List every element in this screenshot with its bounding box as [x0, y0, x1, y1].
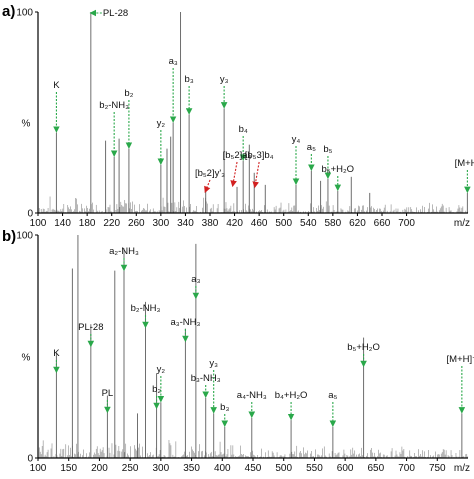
- x-tick-label: 100: [30, 463, 47, 474]
- annotation-label: [b₅3]b₄: [245, 150, 274, 161]
- annotation-label: y₂: [157, 364, 166, 375]
- panel-label: a): [2, 3, 15, 20]
- annotation-label: y₃: [220, 74, 229, 85]
- x-tick-label: 180: [79, 218, 96, 229]
- x-tick-label: 600: [337, 463, 354, 474]
- x-tick-label: 650: [368, 463, 385, 474]
- x-tick-label: 620: [349, 218, 366, 229]
- annotation-label: a₅: [307, 142, 316, 153]
- annotation-label: a₃: [191, 274, 200, 285]
- x-tick-label: 350: [183, 463, 200, 474]
- annotation-arrow: [252, 161, 260, 189]
- x-tick-label: 250: [122, 463, 139, 474]
- x-tick-label: 150: [60, 463, 77, 474]
- annotation-label: b₂-NH₃: [131, 303, 161, 314]
- annotation-label: a₄-NH₃: [237, 390, 267, 401]
- annotation-label: y₂: [157, 118, 166, 129]
- annotation-label: b₂-NH₃: [99, 100, 129, 111]
- annotation-label: b₅: [323, 144, 332, 155]
- annotation-label: b₃-NH₃: [191, 373, 221, 384]
- x-tick-label: 140: [54, 218, 71, 229]
- annotation-label: y₄: [292, 134, 301, 145]
- annotation-label: b₄+H₂O: [275, 390, 308, 401]
- annotation-arrow: [230, 161, 238, 188]
- x-tick-label: 260: [128, 218, 145, 229]
- annotation-label: b₂: [152, 384, 161, 395]
- x-tick-label: 700: [398, 218, 415, 229]
- x-tick-label: 450: [245, 463, 262, 474]
- annotation-label: b₂: [124, 88, 133, 99]
- annotation-label: b₃: [220, 402, 229, 413]
- panel-label: b): [2, 228, 16, 245]
- x-tick-label: 700: [398, 463, 415, 474]
- y-tick-label: 100: [16, 8, 33, 19]
- annotation-label: [b₅2]a₄: [223, 150, 252, 161]
- annotation-label: b₄: [239, 124, 248, 135]
- annotation-label: y₃: [209, 358, 218, 369]
- x-tick-label: 500: [275, 218, 292, 229]
- annotation-label: b₅+H₂O: [347, 342, 380, 353]
- x-tick-label: 200: [91, 463, 108, 474]
- y-tick-label: 0: [27, 454, 33, 465]
- x-tick-label: 550: [306, 463, 323, 474]
- annotation-label: [M+H]: [455, 158, 474, 169]
- x-axis-label: m/z: [454, 463, 470, 474]
- annotation-label: a₃: [169, 56, 178, 67]
- x-axis-label: m/z: [454, 218, 470, 229]
- y-tick-label: 100: [16, 231, 33, 242]
- x-tick-label: 660: [374, 218, 391, 229]
- y-axis-label: %: [22, 353, 31, 364]
- baseline-noise: [38, 196, 469, 213]
- x-tick-label: 220: [103, 218, 120, 229]
- annotation-label: a₃-NH₃: [170, 317, 200, 328]
- x-tick-label: 750: [429, 463, 446, 474]
- x-tick-label: 420: [226, 218, 243, 229]
- x-tick-label: 460: [251, 218, 268, 229]
- annotation-arrow: [204, 179, 211, 194]
- annotation-label: a₅: [328, 390, 337, 401]
- baseline-noise: [38, 440, 469, 458]
- annotation-label: K: [53, 348, 60, 359]
- annotation-label: [M+H]⁺: [447, 354, 474, 365]
- x-tick-label: 300: [153, 218, 170, 229]
- x-tick-label: 380: [202, 218, 219, 229]
- annotation-label: K: [53, 80, 60, 91]
- y-axis-label: %: [22, 119, 31, 130]
- annotation-label: b₅+H₂O: [321, 164, 354, 175]
- annotation-label: [b₅2]y'₃: [195, 168, 225, 179]
- annotation-label: a₂-NH₃: [109, 246, 139, 257]
- x-tick-label: 400: [214, 463, 231, 474]
- annotation-label: PL-28: [78, 322, 103, 333]
- x-tick-label: 340: [177, 218, 194, 229]
- x-tick-label: 540: [300, 218, 317, 229]
- annotation-label: b₃: [185, 74, 194, 85]
- x-tick-label: 580: [325, 218, 342, 229]
- x-tick-label: 500: [275, 463, 292, 474]
- annotation-label: PL-28: [103, 8, 128, 19]
- annotation-label: PL: [102, 388, 114, 399]
- y-tick-label: 0: [27, 209, 33, 220]
- x-tick-label: 100: [30, 218, 47, 229]
- x-tick-label: 300: [153, 463, 170, 474]
